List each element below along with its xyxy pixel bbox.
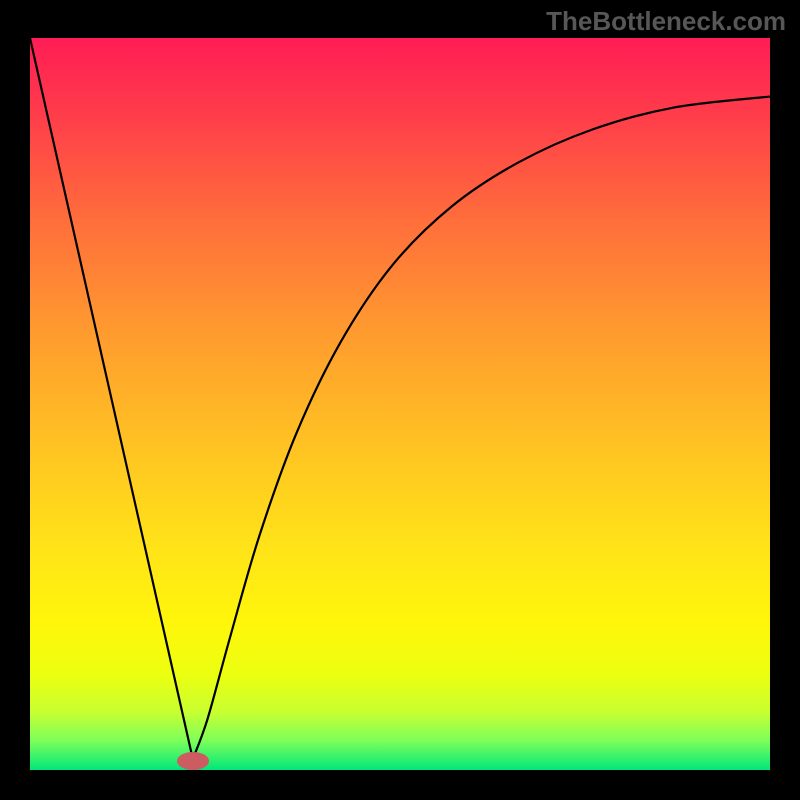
background-gradient	[30, 38, 770, 770]
chart-container: TheBottleneck.com	[0, 0, 800, 800]
minimum-marker	[177, 752, 209, 770]
watermark-text: TheBottleneck.com	[546, 6, 786, 37]
marker-ellipse	[177, 752, 209, 770]
plot-area	[30, 38, 770, 770]
